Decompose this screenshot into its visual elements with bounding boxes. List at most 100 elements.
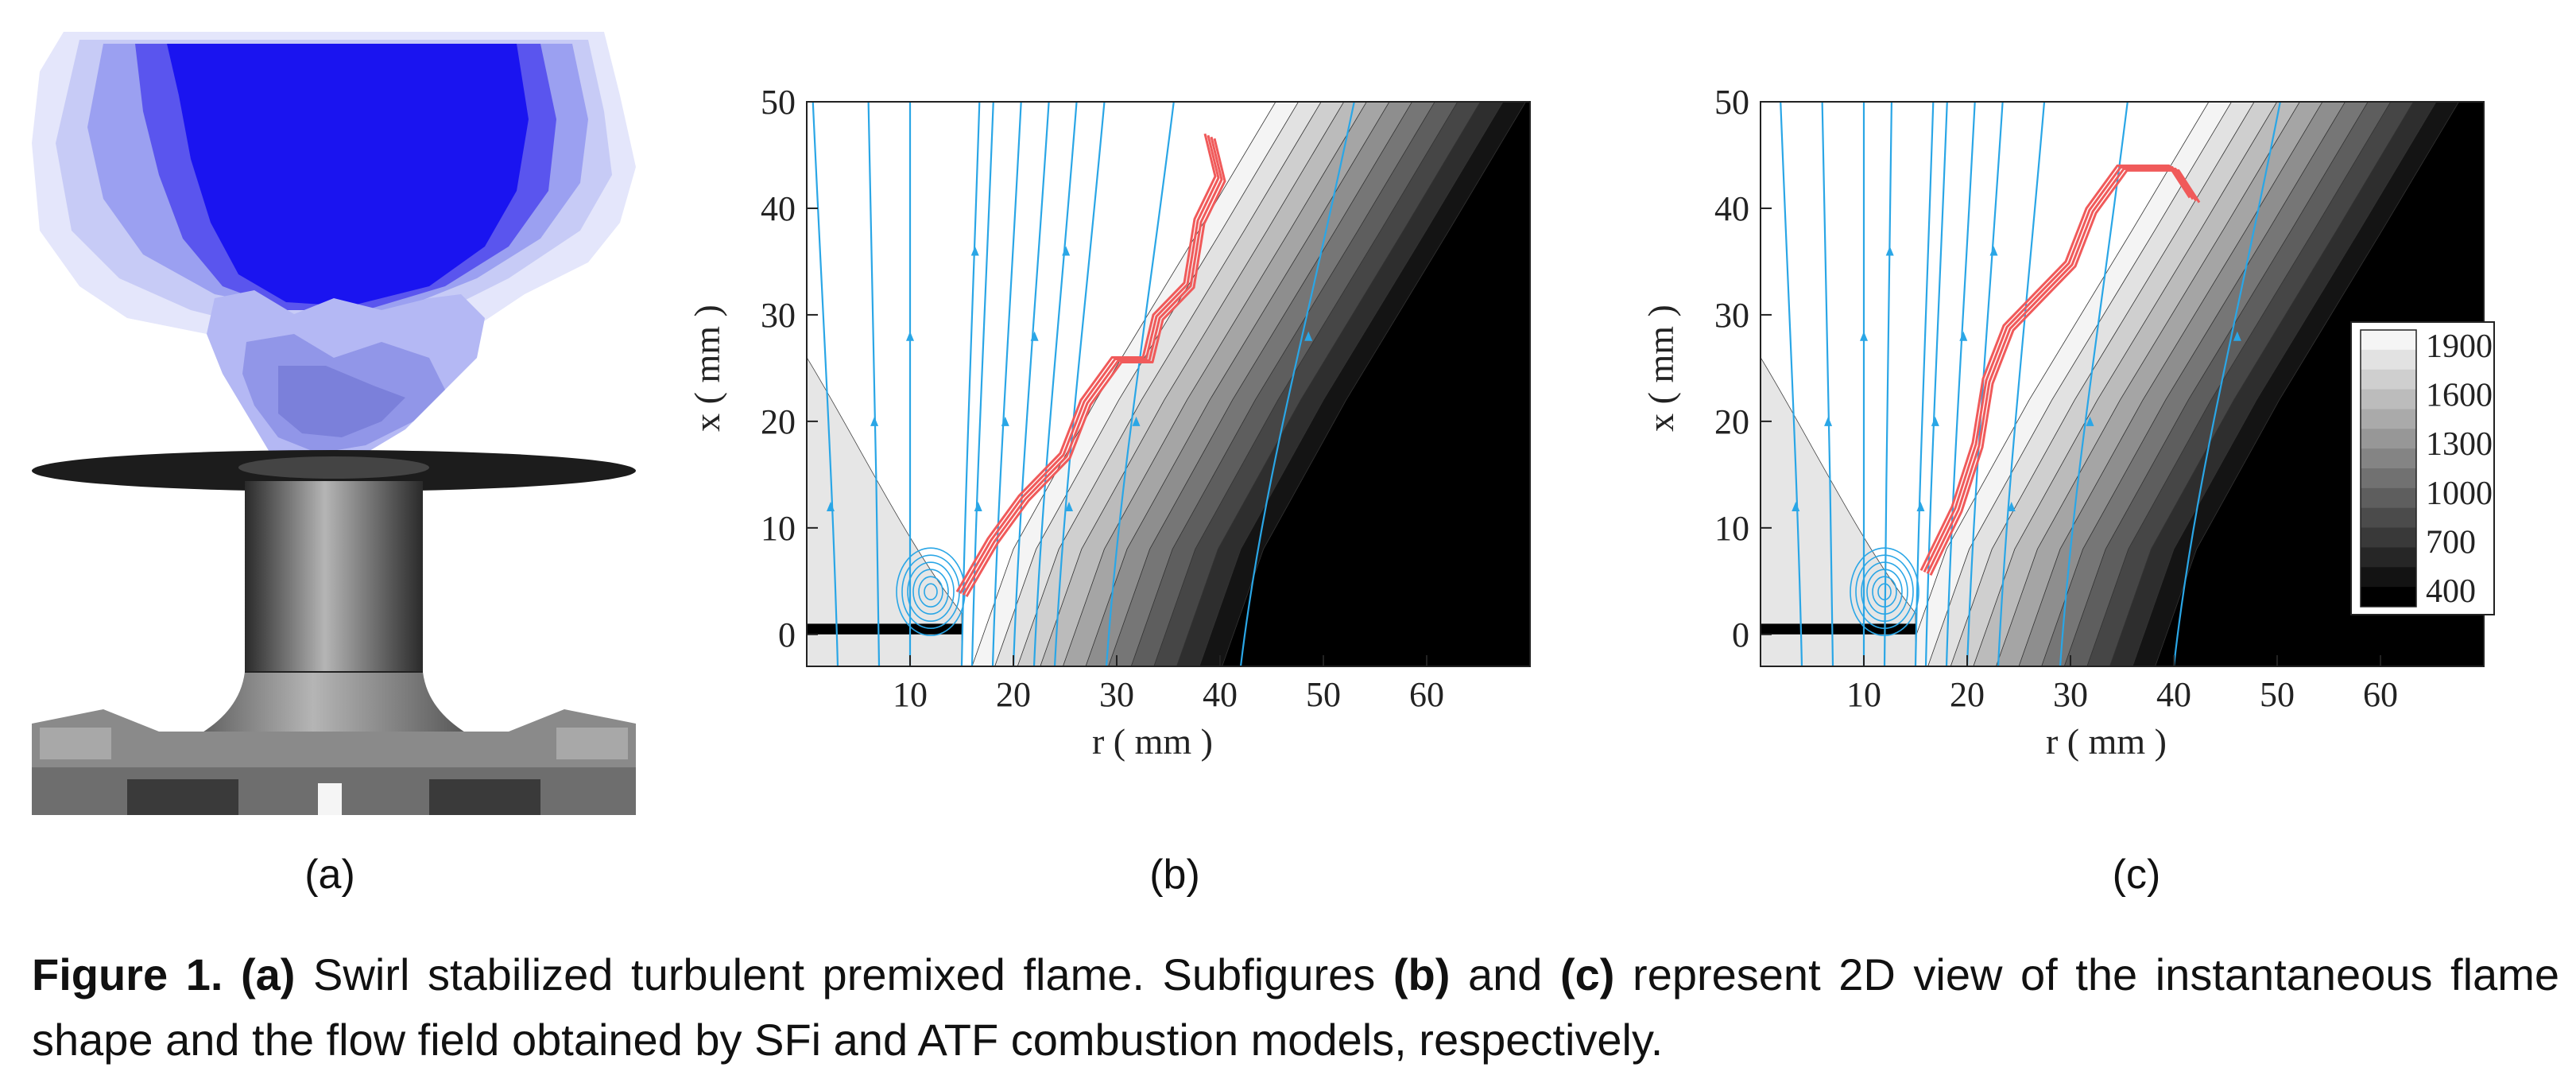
colorbar-label: 1900 xyxy=(2426,328,2493,365)
caption-c-label: (c) xyxy=(1560,949,1615,1000)
streamline-arrow xyxy=(1916,502,1925,512)
colorbar-label: 1300 xyxy=(2426,426,2493,463)
vortex-streamline xyxy=(901,554,960,630)
vortex-streamline xyxy=(924,583,938,601)
flame-front-contour xyxy=(1923,165,2194,573)
streamline-arrow xyxy=(1824,416,1833,426)
streamline-arrow xyxy=(1959,331,1968,341)
temperature-contour-band xyxy=(1222,102,1530,666)
streamline-arrow xyxy=(974,502,982,512)
vortex-streamline xyxy=(1877,583,1892,601)
colorbar-swatch xyxy=(2361,409,2416,429)
colorbar-swatch xyxy=(2361,429,2416,449)
streamline xyxy=(1883,102,1893,666)
streamline xyxy=(1945,102,1976,666)
colorbar-swatch xyxy=(2361,349,2416,371)
streamline-arrow xyxy=(2086,416,2094,426)
streamline xyxy=(1105,102,1175,666)
vortex-streamline xyxy=(912,569,949,615)
colorbar-swatch xyxy=(2361,369,2416,390)
colorbar-swatch xyxy=(2361,448,2416,469)
streamline-arrow xyxy=(1001,416,1009,426)
vortex-streamline xyxy=(907,561,955,623)
colorbar-swatch xyxy=(2361,527,2416,548)
flame-front-contour xyxy=(955,133,1217,592)
x-tick-label: 40 xyxy=(2156,675,2191,714)
streamline xyxy=(1924,102,1948,666)
streamline-arrow xyxy=(1885,246,1894,256)
flame-front-contour xyxy=(965,138,1226,597)
flame-front-contour xyxy=(962,136,1223,596)
streamline-arrow xyxy=(1931,416,1939,426)
subfig-label-b: (b) xyxy=(1149,852,1200,898)
streamline xyxy=(1239,102,1355,666)
vortex-streamline xyxy=(1872,576,1897,608)
colorbar-swatch xyxy=(2361,547,2416,568)
streamline-arrow xyxy=(826,502,835,512)
caption-b-label: (b) xyxy=(1393,949,1451,1000)
x-tick-label: 30 xyxy=(2053,675,2088,714)
y-tick-label: 30 xyxy=(761,296,796,335)
colorbar-swatch xyxy=(2361,330,2416,351)
vortex-streamline xyxy=(1861,561,1908,623)
y-tick-label: 50 xyxy=(1714,83,1749,122)
y-axis-label: x ( mm ) xyxy=(1641,305,1681,432)
vortex-streamline xyxy=(1866,569,1903,615)
streamline-arrow xyxy=(1989,246,1998,256)
streamline xyxy=(1780,102,1803,666)
plot-frame xyxy=(806,101,1531,667)
y-tick-label: 30 xyxy=(1714,296,1749,335)
colorbar-swatch xyxy=(2361,487,2416,509)
colorbar-label: 1000 xyxy=(2426,476,2493,512)
streamline xyxy=(1966,102,2004,666)
streamline xyxy=(2172,102,2281,666)
streamline xyxy=(1997,102,2046,666)
streamline-arrow xyxy=(1062,246,1071,256)
vortex-streamline xyxy=(918,576,943,608)
streamline xyxy=(1914,102,1935,666)
streamline xyxy=(991,102,1022,666)
x-axis-label: r ( mm ) xyxy=(2046,721,2167,762)
streamline-arrow xyxy=(906,331,914,341)
streamline-arrow xyxy=(2233,331,2241,341)
streamline xyxy=(1821,102,1834,666)
flame-front-contour xyxy=(1926,167,2198,575)
y-tick-label: 20 xyxy=(1714,402,1749,441)
x-tick-label: 20 xyxy=(1950,675,1985,714)
streamline-arrow xyxy=(970,246,979,256)
streamline xyxy=(970,102,994,666)
colorbar-label: 700 xyxy=(2426,524,2476,561)
streamline xyxy=(867,102,881,666)
x-tick-label: 50 xyxy=(2260,675,2295,714)
streamline-arrow xyxy=(1132,416,1141,426)
y-tick-label: 0 xyxy=(1732,615,1749,654)
streamline xyxy=(1012,102,1050,666)
plot-b-svg: 10 20 30 40 50 60 0 10 20 30 40 50 r ( mm ) x ( mm ) xyxy=(687,83,1531,762)
flame-front-contour xyxy=(1919,164,2191,572)
streamline-arrow xyxy=(1792,502,1800,512)
y-tick-label: 10 xyxy=(761,509,796,548)
colorbar-label: 400 xyxy=(2426,573,2476,610)
streamline xyxy=(812,102,839,666)
subfig-label-c: (c) xyxy=(2112,852,2161,898)
caption-a-label: (a) xyxy=(241,949,296,1000)
flame-render-graphic xyxy=(32,32,636,815)
burner-lip xyxy=(1761,623,1916,635)
flame-front-contour xyxy=(1929,169,2201,576)
y-axis-label: x ( mm ) xyxy=(687,305,727,432)
panel-b-contour-plot: 10 20 30 40 50 60 0 10 20 30 40 50 r ( mm ) x ( mm ) xyxy=(668,80,1566,779)
streamline-arrow xyxy=(1304,331,1313,341)
x-tick-label: 40 xyxy=(1203,675,1238,714)
colorbar-swatch xyxy=(2361,587,2416,607)
x-tick-label: 30 xyxy=(1099,675,1134,714)
y-tick-label: 40 xyxy=(1714,189,1749,228)
y-tick-label: 40 xyxy=(761,189,796,228)
colorbar-swatch xyxy=(2361,468,2416,489)
x-axis-label: r ( mm ) xyxy=(1092,721,1213,762)
colorbar-frame xyxy=(2360,329,2417,607)
caption-a-text: Swirl stabilized turbulent premixed flam… xyxy=(295,949,1393,1000)
streamline-arrow xyxy=(1030,331,1039,341)
colorbar-swatch xyxy=(2361,507,2416,529)
vortex-streamline xyxy=(1855,554,1914,630)
vortex-streamline xyxy=(1850,547,1919,637)
